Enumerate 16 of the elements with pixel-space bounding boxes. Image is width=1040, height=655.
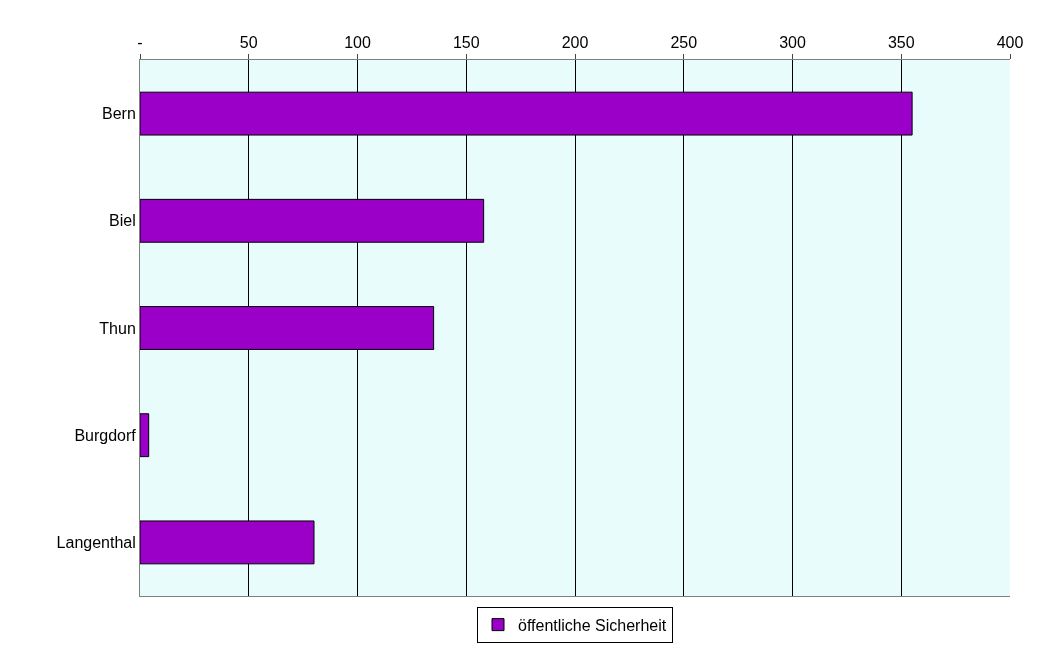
bar	[140, 413, 150, 458]
legend-label: öffentliche Sicherheit	[518, 616, 667, 634]
x-tick-label: 150	[452, 33, 480, 51]
x-tick-label: 100	[344, 33, 371, 51]
y-tick-label: Biel	[109, 212, 136, 230]
x-tick-label: 300	[779, 33, 806, 51]
x-tick-label: 400	[996, 33, 1024, 51]
x-tick-label: -	[137, 33, 143, 51]
y-tick-label: Burgdorf	[74, 426, 137, 444]
y-tick-label: Langenthal	[56, 534, 136, 551]
x-tick-label: 350	[887, 33, 915, 51]
y-tick-label: Bern	[102, 105, 136, 123]
x-tick-label: 50	[239, 33, 258, 51]
x-tick-label: 250	[670, 33, 698, 51]
y-tick-label: Thun	[99, 319, 136, 337]
x-tick-label: 200	[561, 33, 589, 51]
